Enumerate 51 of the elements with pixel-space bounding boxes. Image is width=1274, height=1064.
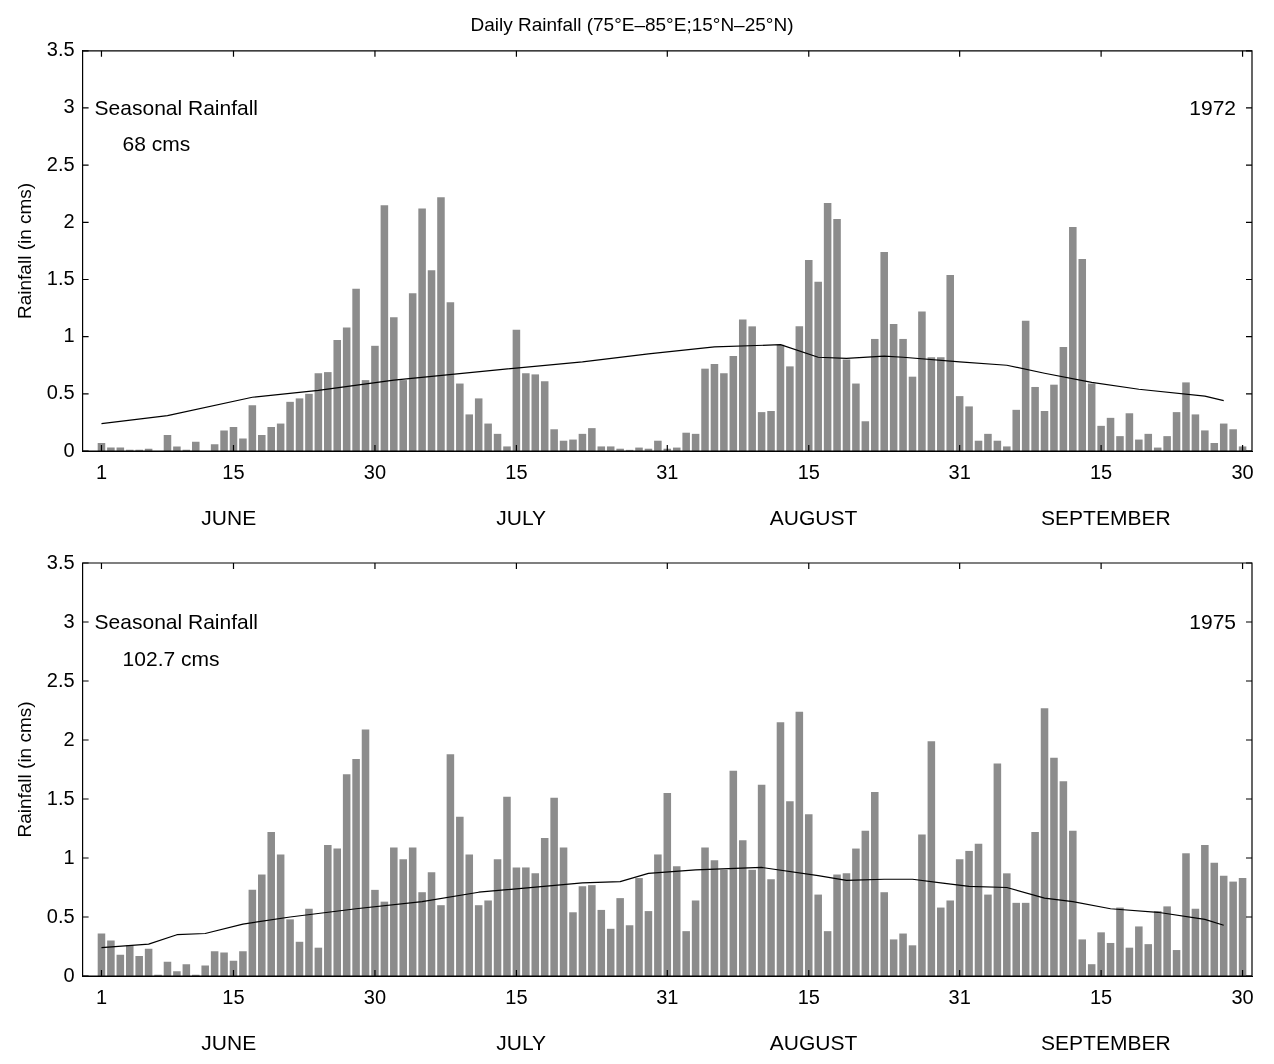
- y-axis-title: Rainfall (in cms): [13, 182, 35, 319]
- x-tick-label: 15: [505, 460, 528, 483]
- annotation: Seasonal Rainfall: [94, 95, 259, 119]
- x-tick-label: 31: [656, 460, 679, 483]
- x-tick-label: 15: [797, 460, 820, 483]
- y-tick-label: 1: [63, 845, 75, 868]
- y-tick-label: 1: [63, 324, 75, 347]
- y-tick-label: 0.5: [46, 904, 75, 927]
- y-tick-label: 3: [63, 609, 75, 632]
- y-tick-label: 1.5: [46, 267, 75, 289]
- text: SEPTEMBER: [1041, 1030, 1171, 1054]
- annotation: 102.7 cms: [122, 646, 220, 670]
- x-tick-label: 1: [95, 985, 108, 1008]
- y-tick-label: 2: [63, 209, 75, 232]
- annotation: 68 cms: [122, 131, 191, 155]
- y-tick-label: 3.5: [46, 550, 75, 573]
- x-tick-label: 15: [1089, 460, 1113, 483]
- annotation: 1975: [1189, 609, 1236, 633]
- text: SEPTEMBER: [1041, 505, 1171, 529]
- x-tick-label: 15: [797, 985, 820, 1008]
- x-tick-label: 15: [505, 985, 528, 1008]
- x-tick-label: 15: [1089, 985, 1113, 1008]
- x-tick-label: 30: [363, 985, 387, 1008]
- text: JULY: [496, 505, 547, 529]
- x-tick-label: 30: [1231, 985, 1254, 1008]
- y-tick-label: 2: [63, 727, 75, 750]
- x-tick-label: 31: [948, 460, 971, 483]
- x-tick-label: 31: [948, 985, 971, 1008]
- annotation: 1972: [1189, 95, 1236, 119]
- text: JUNE: [201, 1030, 257, 1054]
- x-tick-label: 30: [363, 460, 387, 483]
- y-axis-title: Rainfall (in cms): [13, 701, 35, 838]
- x-tick-label: 15: [222, 985, 245, 1008]
- y-tick-label: 1.5: [46, 786, 75, 809]
- text: JUNE: [201, 505, 257, 529]
- text: JULY: [496, 1030, 547, 1054]
- text: AUGUST: [769, 505, 858, 529]
- y-tick-label: 0: [63, 438, 75, 461]
- y-tick-label: 2.5: [46, 668, 75, 691]
- y-tick-label: 3.5: [46, 38, 75, 61]
- text: AUGUST: [769, 1030, 858, 1054]
- y-tick-label: 0: [63, 963, 75, 986]
- y-tick-label: 2.5: [46, 152, 75, 175]
- y-tick-label: 0.5: [46, 381, 75, 404]
- x-tick-label: 1: [95, 460, 108, 483]
- chart-title: Daily Rainfall (75°E–85°E;15°N–25°N): [470, 13, 794, 35]
- annotation: Seasonal Rainfall: [94, 609, 259, 633]
- x-tick-label: 31: [656, 985, 679, 1008]
- x-tick-label: 30: [1231, 460, 1254, 483]
- x-tick-label: 15: [222, 460, 245, 483]
- y-tick-label: 3: [63, 95, 75, 118]
